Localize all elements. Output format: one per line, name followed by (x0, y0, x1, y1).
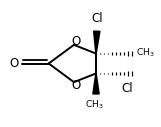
Polygon shape (93, 73, 99, 94)
Text: O: O (9, 57, 19, 70)
Polygon shape (94, 31, 100, 54)
Text: O: O (72, 79, 81, 92)
Text: CH$_3$: CH$_3$ (136, 47, 155, 59)
Text: O: O (72, 35, 81, 48)
Text: Cl: Cl (91, 12, 103, 25)
Text: CH$_3$: CH$_3$ (85, 99, 104, 111)
Text: Cl: Cl (121, 82, 133, 95)
